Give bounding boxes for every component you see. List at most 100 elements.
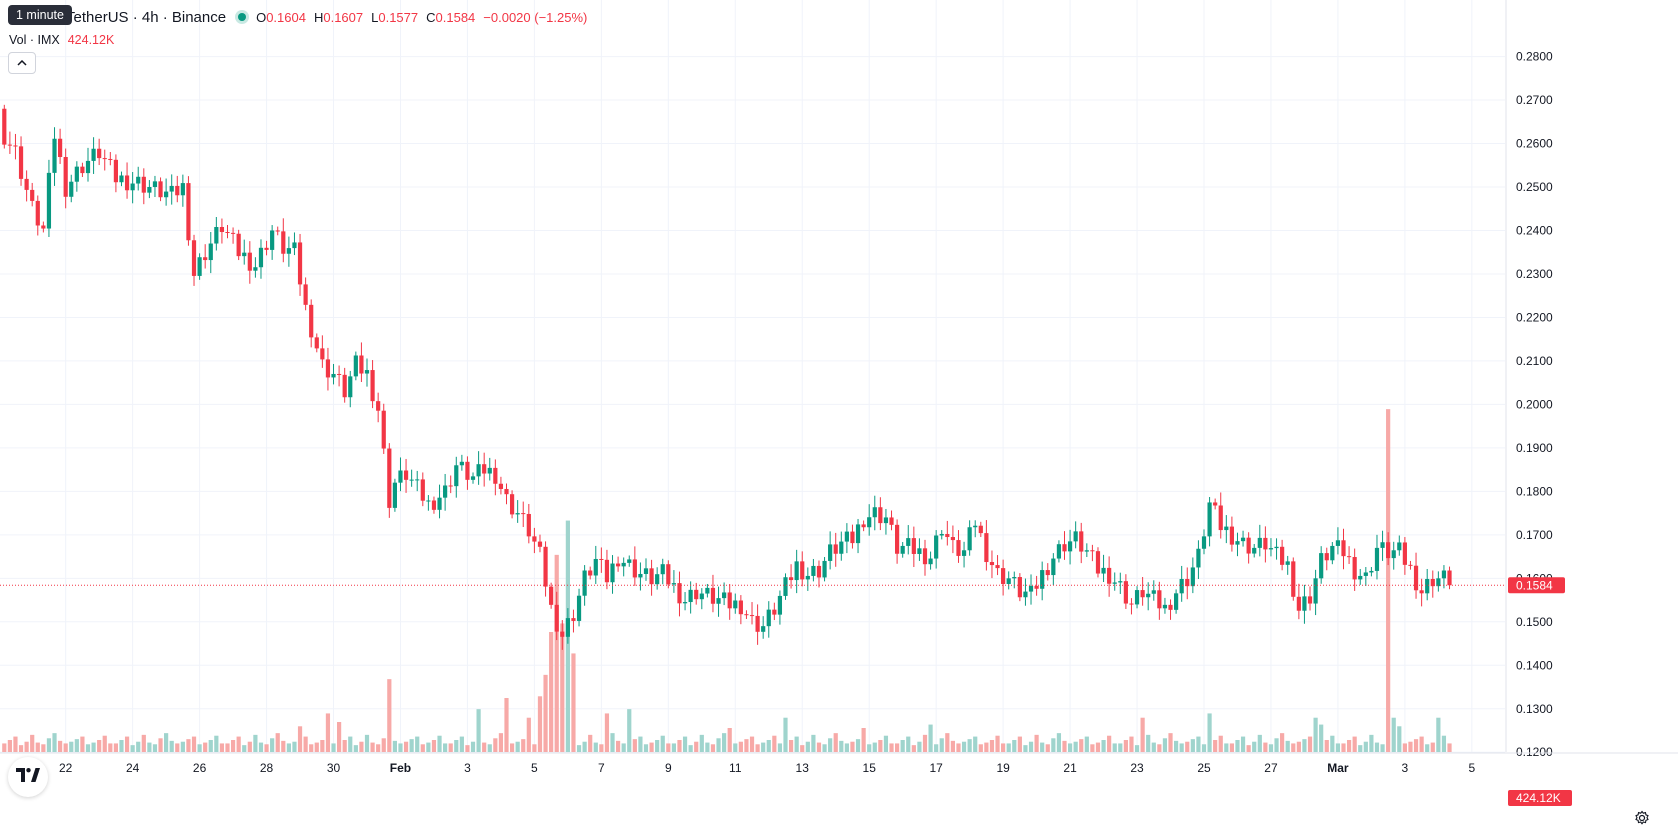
candle-body bbox=[1062, 544, 1067, 552]
candle-body bbox=[169, 185, 174, 192]
volume-bar bbox=[710, 744, 716, 752]
candle-body bbox=[1107, 567, 1112, 584]
volume-label[interactable]: Vol · IMX bbox=[9, 33, 60, 47]
candle-body bbox=[1274, 546, 1279, 549]
volume-bar bbox=[1441, 735, 1447, 752]
volume-bar bbox=[989, 740, 995, 752]
time-tick-label: 11 bbox=[729, 761, 742, 775]
candle-body bbox=[1157, 590, 1162, 609]
volume-bar bbox=[191, 736, 197, 752]
volume-bar bbox=[482, 742, 487, 752]
volume-bar bbox=[978, 744, 983, 752]
volume-bar bbox=[1402, 743, 1407, 752]
candle-body bbox=[643, 568, 649, 574]
volume-bar bbox=[1257, 734, 1262, 752]
candle-body bbox=[1408, 564, 1413, 566]
candle-body bbox=[788, 577, 794, 581]
candle-body bbox=[242, 252, 247, 257]
candle-body bbox=[219, 227, 225, 233]
candle-body bbox=[861, 524, 866, 528]
volume-bar bbox=[1079, 739, 1084, 752]
volume-bar bbox=[610, 733, 615, 752]
candle-body bbox=[376, 401, 381, 411]
volume-bar bbox=[1413, 739, 1419, 752]
candle-body bbox=[911, 538, 916, 554]
volume-bar bbox=[281, 740, 286, 752]
volume-bar bbox=[699, 734, 704, 752]
symbol-title[interactable]: TetherUS · 4h · Binance bbox=[66, 8, 227, 26]
candle-body bbox=[800, 561, 805, 580]
candle-body bbox=[1118, 581, 1123, 583]
volume-bar bbox=[805, 741, 810, 752]
volume-bar bbox=[459, 736, 464, 752]
volume-bars bbox=[2, 409, 1452, 752]
last-price-badge bbox=[1508, 577, 1565, 594]
volume-bar bbox=[476, 709, 481, 752]
volume-bar bbox=[1302, 739, 1307, 752]
candle-body bbox=[403, 470, 409, 480]
price-tick-label: 0.1900 bbox=[1516, 441, 1553, 455]
volume-bar bbox=[1240, 736, 1246, 752]
volume-bar bbox=[398, 743, 403, 752]
candle-body bbox=[1280, 546, 1285, 565]
candle-body bbox=[175, 185, 180, 196]
tradingview-logo[interactable] bbox=[8, 757, 48, 797]
volume-bar bbox=[588, 734, 593, 752]
volume-bar bbox=[917, 741, 922, 752]
collapse-legend-button[interactable] bbox=[8, 52, 36, 74]
volume-bar bbox=[1324, 740, 1329, 752]
candle-body bbox=[247, 252, 252, 271]
candle-body bbox=[314, 337, 319, 349]
price-tick-label: 0.2300 bbox=[1516, 267, 1553, 281]
candle-body bbox=[454, 465, 459, 487]
volume-bar bbox=[973, 736, 978, 752]
volume-bar bbox=[688, 745, 693, 752]
volume-bar bbox=[247, 741, 252, 752]
candle-body bbox=[102, 158, 107, 160]
chart-settings-button[interactable] bbox=[1632, 810, 1652, 830]
price-tick-label: 0.2400 bbox=[1516, 223, 1553, 237]
volume-bar bbox=[1006, 743, 1011, 752]
volume-bar bbox=[219, 743, 225, 752]
volume-bar bbox=[1285, 740, 1290, 752]
volume-bar bbox=[1352, 736, 1357, 752]
candle-body bbox=[325, 359, 331, 378]
volume-bar bbox=[58, 740, 63, 752]
volume-bar bbox=[1363, 741, 1368, 752]
candle-body bbox=[682, 602, 688, 604]
volume-bar bbox=[1179, 743, 1184, 752]
candle-body bbox=[69, 181, 74, 197]
candle-body bbox=[459, 461, 464, 466]
volume-bar bbox=[900, 740, 905, 752]
candle-body bbox=[839, 541, 844, 554]
volume-bar bbox=[666, 743, 671, 752]
volume-bar bbox=[292, 741, 297, 752]
candle-body bbox=[967, 527, 972, 551]
volume-bar bbox=[431, 740, 437, 752]
candle-body bbox=[197, 257, 202, 276]
volume-bar bbox=[1185, 741, 1190, 752]
price-tick-label: 0.2100 bbox=[1516, 354, 1553, 368]
candle-body bbox=[1095, 551, 1101, 574]
volume-bar bbox=[102, 735, 107, 752]
volume-bar bbox=[1017, 736, 1022, 752]
candle-body bbox=[186, 183, 191, 241]
volume-bar bbox=[186, 739, 191, 752]
price-tick-label: 0.2700 bbox=[1516, 93, 1553, 107]
volume-bar bbox=[922, 734, 928, 752]
volume-bar bbox=[1263, 742, 1268, 752]
candle-body bbox=[448, 485, 453, 487]
candle-body bbox=[18, 146, 24, 179]
time-axis[interactable]: 22 24 26 28 30 Feb 3 5 7 9 11 13 15 17 19 21 23 25 27 Mar 3 5 bbox=[0, 752, 1678, 775]
candle-body bbox=[136, 176, 141, 184]
volume-bar bbox=[816, 742, 822, 752]
candle-body bbox=[74, 166, 79, 182]
volume-bar bbox=[124, 736, 130, 752]
volume-bar bbox=[1201, 744, 1207, 752]
time-tick-label: 28 bbox=[260, 761, 274, 775]
candle-body bbox=[230, 232, 236, 234]
volume-bar bbox=[152, 744, 158, 752]
volume-bar bbox=[1291, 743, 1296, 752]
price-axis[interactable]: 0.2800 0.2700 0.2600 0.2500 0.2400 0.2300 0.22… bbox=[1505, 0, 1572, 806]
